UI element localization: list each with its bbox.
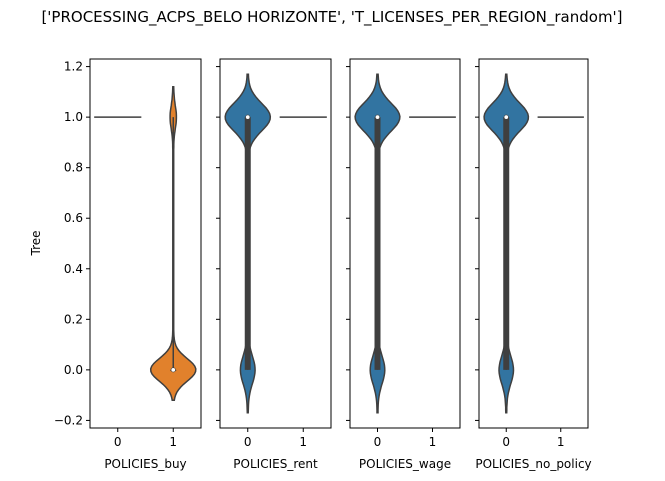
panel-3: 0 1 POLICIES_no_policy (475, 58, 592, 471)
y-tick-label: 1.2 (64, 60, 83, 74)
x-tick-label: 1 (169, 435, 177, 449)
axes-frame (349, 58, 461, 429)
x-tick-label: 0 (374, 435, 382, 449)
violin-median-point (503, 114, 509, 120)
y-tick-label: 0.2 (64, 312, 83, 326)
x-axis-label: POLICIES_no_policy (475, 457, 591, 471)
violin-iqr-box (503, 117, 510, 370)
axes-frame (89, 58, 202, 429)
x-axis-label: POLICIES_wage (359, 457, 451, 471)
y-tick-label: 0.0 (64, 363, 83, 377)
x-axis-label: POLICIES_buy (104, 457, 186, 471)
panel-1: 0 1 POLICIES_rent (216, 58, 332, 471)
y-tick-label: 0.4 (64, 262, 83, 276)
violin-median-point (374, 114, 380, 120)
x-tick-label: 1 (299, 435, 307, 449)
x-tick-label: 0 (244, 435, 252, 449)
y-tick-label: 1.0 (64, 110, 83, 124)
panel-2: 0 1 POLICIES_wage (346, 58, 461, 471)
y-axis-label: Tree (29, 230, 43, 256)
x-tick-label: 1 (429, 435, 437, 449)
axes-frame (219, 58, 332, 429)
x-tick-label: 0 (502, 435, 510, 449)
y-tick-label: 0.6 (64, 211, 83, 225)
axes-frame (478, 58, 589, 429)
violin-iqr-box (374, 117, 381, 370)
y-tick-label: 0.8 (64, 161, 83, 175)
panels-group: −0.2 0.0 0.2 0.4 0.6 0.8 1.0 1.2 0 1 POLICIES_buy 0… (54, 58, 592, 471)
panel-0: −0.2 0.0 0.2 0.4 0.6 0.8 1.0 1.2 0 1 POLICIES_buy (54, 58, 202, 471)
figure-title: ['PROCESSING_ACPS_BELO HORIZONTE', 'T_LI… (41, 8, 622, 27)
violin-median-point (170, 367, 176, 373)
violin-median-point (245, 114, 251, 120)
x-axis-label: POLICIES_rent (233, 457, 318, 471)
x-tick-label: 0 (114, 435, 122, 449)
x-tick-label: 1 (557, 435, 565, 449)
violin-iqr-box (244, 117, 251, 370)
y-tick-label: −0.2 (54, 413, 83, 427)
